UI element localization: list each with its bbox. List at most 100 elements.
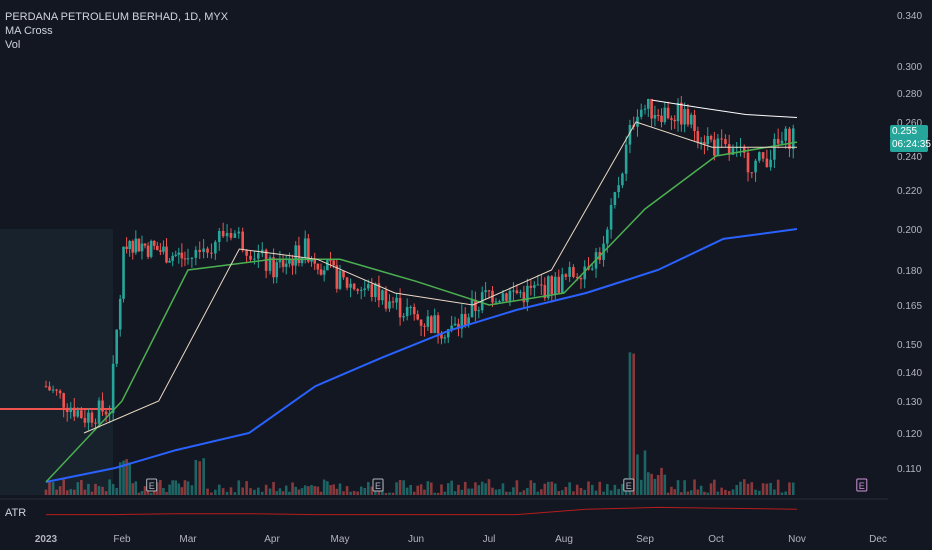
earnings-marker: [146, 478, 158, 492]
volume-bar: [416, 485, 419, 495]
candle-body: [402, 316, 405, 318]
volume-bar: [560, 490, 564, 495]
volume-bar: [470, 488, 474, 495]
y-tick-label: 0.130: [897, 397, 922, 408]
volume-bar: [650, 473, 653, 495]
candle-body: [241, 231, 244, 251]
volume-bar: [162, 487, 165, 495]
volume-bar: [278, 488, 282, 495]
volume-bar: [171, 480, 174, 495]
candle-body: [498, 301, 501, 303]
candle-body: [676, 102, 680, 122]
volume-bar: [198, 461, 202, 495]
candle-body: [463, 313, 467, 326]
candle-body: [381, 290, 384, 301]
volume-bar: [310, 485, 313, 495]
volume-bar: [237, 480, 241, 495]
volume-bar: [423, 489, 426, 495]
volume-bar: [436, 492, 440, 495]
volume-bar: [342, 491, 345, 495]
volume-bar: [58, 486, 62, 495]
candle-body: [505, 293, 508, 301]
volume-bar: [550, 481, 554, 495]
volume-bar: [268, 488, 272, 495]
candle-body: [446, 329, 450, 338]
volume-bar: [746, 483, 750, 495]
candle-body: [643, 108, 647, 110]
candle-body: [758, 152, 761, 161]
candle-body: [436, 315, 440, 334]
candle-body: [540, 284, 543, 286]
candle-body: [156, 245, 159, 251]
candle-body: [526, 285, 529, 303]
candle-body: [470, 299, 474, 318]
candle-body: [303, 238, 307, 258]
volume-bar: [384, 492, 388, 495]
volume-bar: [474, 482, 477, 495]
volume-bar: [131, 483, 135, 495]
volume-legend[interactable]: Vol: [5, 39, 21, 51]
volume-bar: [613, 484, 617, 495]
volume-bar: [322, 479, 326, 495]
volume-bar: [83, 489, 87, 495]
candle-body: [508, 290, 512, 301]
volume-bar: [72, 489, 76, 495]
volume-bar: [632, 353, 635, 495]
y-tick-label: 0.260: [897, 118, 922, 129]
volume-bar: [281, 491, 285, 495]
volume-bar: [450, 480, 453, 495]
x-tick-label: Mar: [179, 534, 197, 545]
volume-bar: [673, 489, 677, 495]
candle-body: [51, 389, 55, 391]
volume-bar: [487, 479, 491, 495]
volume-bar: [791, 482, 795, 495]
candle-body: [515, 290, 519, 293]
candle-body: [769, 159, 772, 168]
atr-legend[interactable]: ATR: [5, 507, 27, 519]
volume-bar: [156, 482, 159, 495]
volume-bar: [349, 491, 352, 495]
volume-bar: [174, 480, 178, 495]
volume-bar: [146, 488, 150, 495]
candle-body: [621, 173, 624, 186]
candle-body: [225, 232, 229, 237]
volume-bar: [689, 490, 693, 495]
candle-body: [727, 144, 731, 155]
y-tick-label: 0.150: [897, 340, 922, 351]
x-tick-label: Jul: [483, 534, 496, 545]
volume-bar: [115, 487, 118, 495]
candle-body: [391, 301, 395, 303]
volume-bar: [326, 481, 329, 495]
volume-bar: [750, 482, 754, 495]
candle-body: [457, 323, 460, 329]
volume-bar: [501, 483, 505, 495]
candle-body: [484, 290, 487, 293]
volume-bar: [177, 483, 181, 495]
candle-body: [606, 229, 609, 244]
candle-body: [724, 139, 727, 145]
candle-body: [750, 172, 754, 174]
candle-body: [628, 124, 632, 145]
candle-body: [186, 258, 190, 260]
volume-bar: [587, 481, 590, 495]
volume-bar: [703, 491, 706, 495]
ma-cross-legend[interactable]: MA Cross: [5, 25, 53, 37]
candle-body: [443, 337, 447, 339]
candle-body: [423, 325, 426, 327]
volume-bar: [639, 479, 643, 495]
volume-bar: [788, 482, 791, 495]
candle-body: [159, 250, 162, 252]
candle-body: [590, 268, 594, 270]
candle-body: [609, 205, 613, 230]
volume-bar: [598, 481, 602, 495]
volume-bar: [529, 480, 533, 495]
candle-body: [673, 119, 677, 122]
candle-body: [547, 276, 550, 299]
candle-body: [680, 102, 683, 125]
volume-bar: [122, 460, 125, 495]
volume-bar: [335, 488, 339, 495]
earnings-marker-label: E: [859, 481, 865, 491]
volume-bar: [686, 491, 690, 495]
